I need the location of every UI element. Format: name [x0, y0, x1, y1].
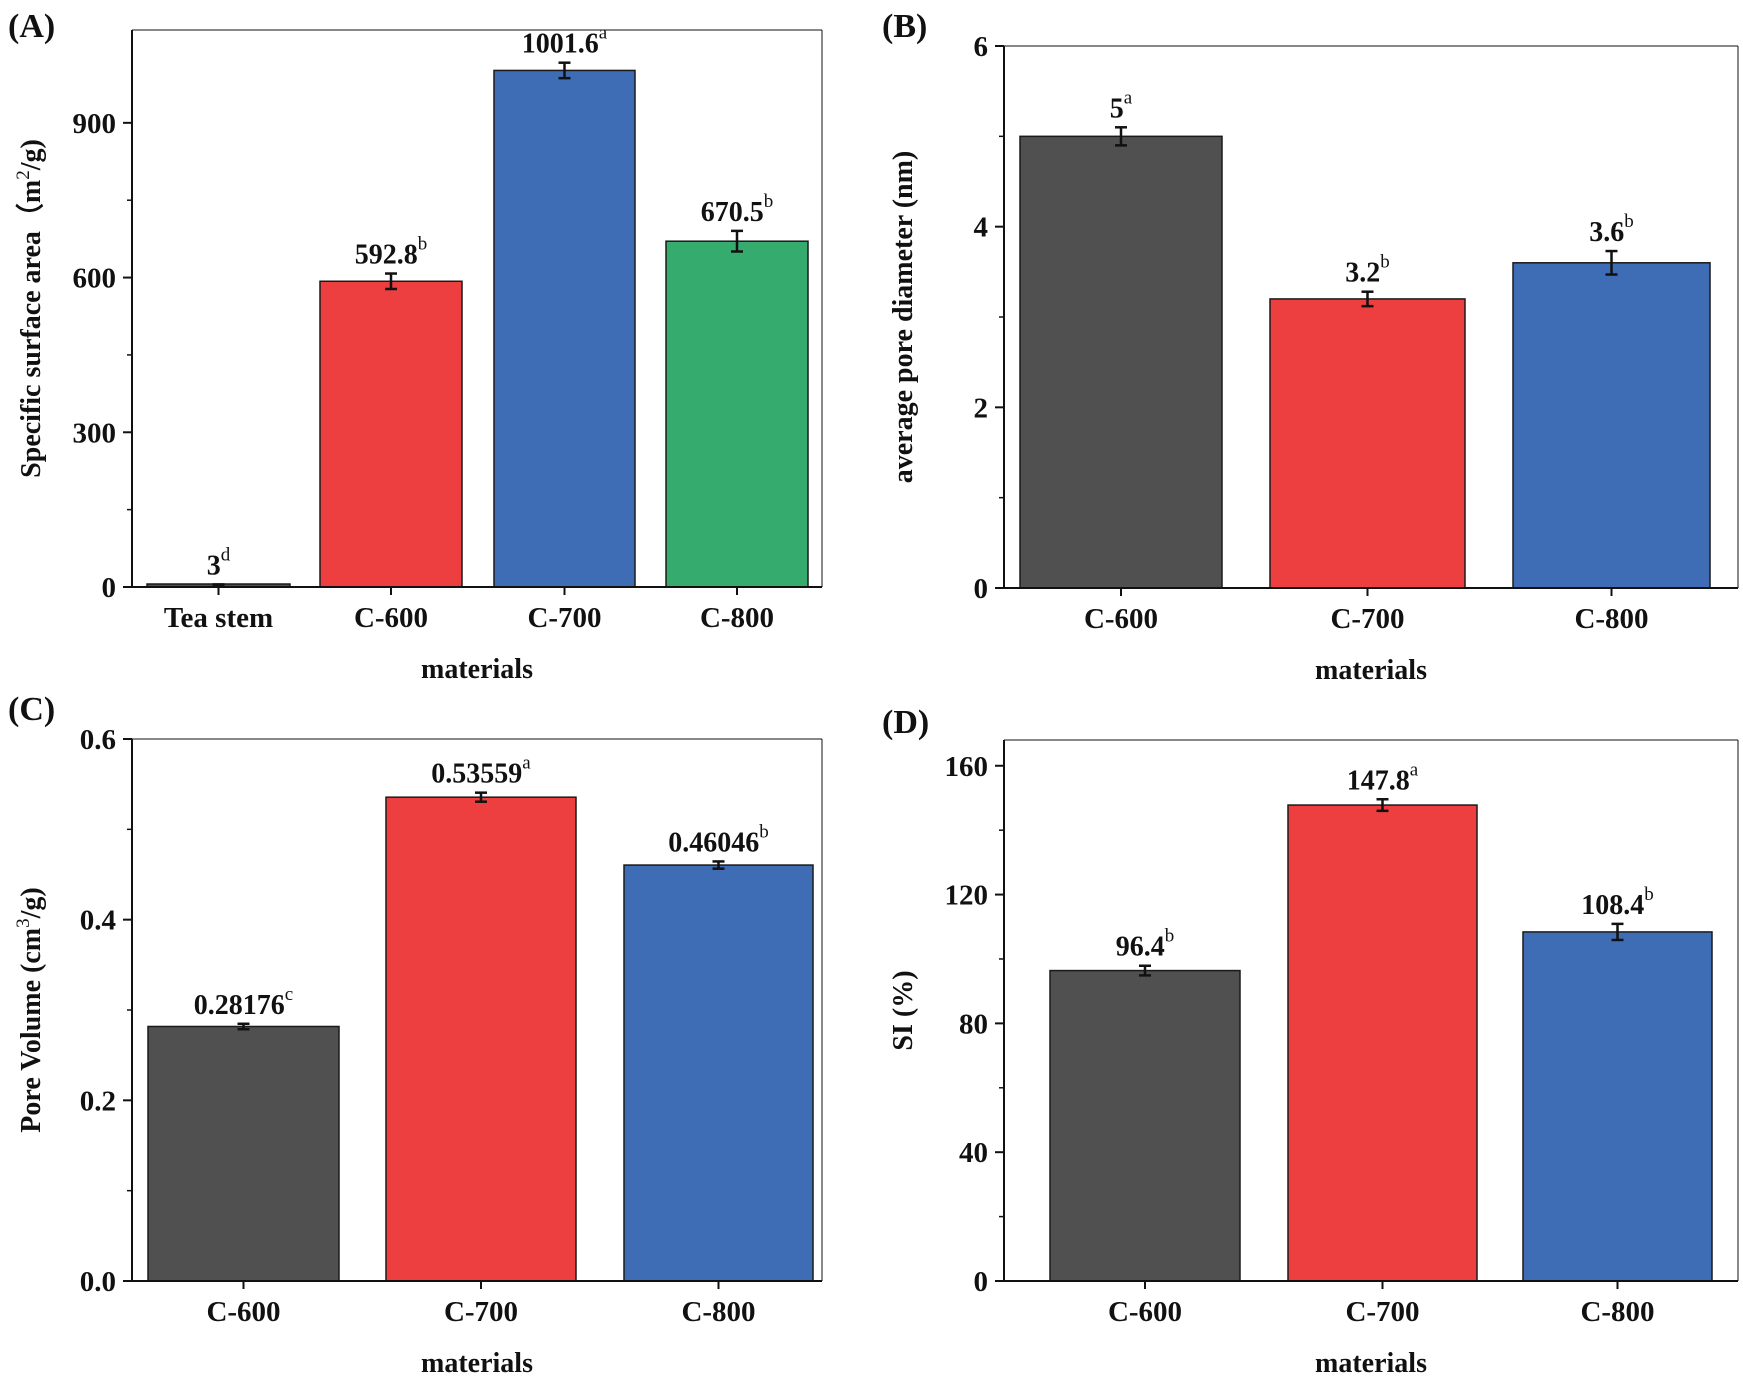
- data-label: 3.6b: [1589, 211, 1634, 248]
- error-bar: [1361, 290, 1374, 308]
- bar-c-700: [1269, 298, 1466, 589]
- error-bar: [712, 860, 725, 870]
- bar-c-700: [493, 69, 636, 588]
- bar-c-800: [665, 240, 809, 588]
- y-tick-label: 300: [73, 417, 117, 449]
- x-axis-title: materials: [421, 654, 533, 685]
- error-bar: [731, 229, 743, 253]
- panel-label: (C): [8, 691, 55, 728]
- y-axis-title: SI (%): [888, 970, 919, 1050]
- error-bar: [558, 61, 571, 80]
- y-axis-title: average pore diameter (nm): [888, 151, 919, 484]
- y-tick-label: 6: [974, 31, 989, 63]
- bar-c-800: [1512, 262, 1711, 589]
- bar-c-600: [1019, 135, 1223, 589]
- data-label: 96.4b: [1116, 926, 1175, 963]
- data-label: 108.4b: [1581, 884, 1654, 921]
- y-tick-label: 0.6: [80, 724, 116, 756]
- y-tick-label: 40: [959, 1137, 988, 1169]
- x-axis-title: materials: [421, 1348, 533, 1379]
- error-bar: [1139, 964, 1151, 977]
- x-tick-label: C-700: [1330, 603, 1404, 635]
- bar-c-800: [623, 864, 814, 1282]
- x-tick-label: C-600: [1108, 1296, 1182, 1328]
- x-tick-label: C-700: [527, 602, 601, 634]
- chart-panel-d: (D) 96.4b 147.8a 108.4b 0 40 80 120 160 C-600 C-70…: [882, 704, 1739, 1379]
- x-tick-label: C-700: [444, 1296, 518, 1328]
- x-axis-title: materials: [1315, 655, 1427, 686]
- y-tick-label: 900: [73, 108, 117, 140]
- x-tick-label: C-800: [700, 602, 774, 634]
- x-tick-label: C-600: [354, 602, 428, 634]
- y-tick-label: 0.4: [80, 905, 116, 937]
- panel-label: (B): [882, 8, 927, 45]
- y-tick-label: 160: [945, 751, 989, 783]
- y-tick-label: 120: [945, 880, 989, 912]
- error-bar: [1611, 922, 1624, 942]
- data-label: 5a: [1110, 87, 1133, 124]
- data-label: 3d: [207, 544, 231, 581]
- x-tick-label: C-600: [1084, 603, 1158, 635]
- chart-panel-b: (B) 5a 3.2b 3.6b 0 2 4 6 C-600 C-700 C-800 material…: [882, 8, 1739, 686]
- x-tick-label: C-800: [1580, 1296, 1654, 1328]
- y-tick-label: 0: [974, 573, 989, 605]
- data-label: 0.28176c: [194, 984, 293, 1021]
- y-tick-label: 0: [102, 572, 117, 604]
- y-tick-label: 80: [959, 1008, 988, 1040]
- y-tick-label: 600: [73, 263, 117, 295]
- x-axis-title: materials: [1315, 1348, 1427, 1379]
- panel-label: (A): [8, 8, 55, 45]
- x-tick-label: C-600: [206, 1296, 280, 1328]
- error-bar: [1376, 798, 1389, 813]
- data-label: 147.8a: [1347, 759, 1419, 796]
- data-label: 0.53559a: [431, 753, 531, 790]
- bar-c-700: [385, 796, 577, 1282]
- error-bar: [385, 272, 397, 291]
- data-label: 0.46046b: [668, 821, 769, 858]
- panel-label: (D): [882, 704, 929, 741]
- data-label: 3.2b: [1345, 252, 1390, 289]
- y-tick-label: 0.2: [80, 1085, 116, 1117]
- error-bar: [1605, 249, 1618, 276]
- y-axis-title: Pore Volume (cm3/g): [13, 887, 47, 1132]
- data-label: 1001.6a: [522, 23, 608, 60]
- x-tick-label: Tea stem: [164, 602, 273, 634]
- y-tick-label: 0.0: [80, 1266, 116, 1298]
- bar-c-800: [1522, 931, 1713, 1282]
- bar-c-600: [1049, 969, 1241, 1282]
- x-tick-label: C-700: [1345, 1296, 1419, 1328]
- bar-c-700: [1287, 804, 1478, 1282]
- error-bar: [237, 1022, 250, 1031]
- error-bar: [475, 791, 487, 803]
- chart-panel-a: (A) 3d 592.8b 1001.6a 670.5b 0 300 600 900 Tea st…: [8, 8, 823, 685]
- y-axis-title: Specific surface area（m2/g): [13, 139, 47, 478]
- y-tick-label: 2: [974, 392, 989, 424]
- x-tick-label: C-800: [681, 1296, 755, 1328]
- chart-panel-c: (C) 0.28176c 0.53559a 0.46046b 0.0 0.2 0.4 0.6 C…: [8, 691, 823, 1379]
- data-label: 592.8b: [355, 234, 428, 271]
- data-label: 670.5b: [701, 191, 774, 228]
- x-tick-label: C-800: [1574, 603, 1648, 635]
- bar-c-600: [319, 280, 463, 588]
- error-bar: [1115, 126, 1127, 147]
- y-tick-label: 4: [974, 212, 989, 244]
- y-tick-label: 0: [974, 1266, 989, 1298]
- bar-c-600: [147, 1025, 340, 1282]
